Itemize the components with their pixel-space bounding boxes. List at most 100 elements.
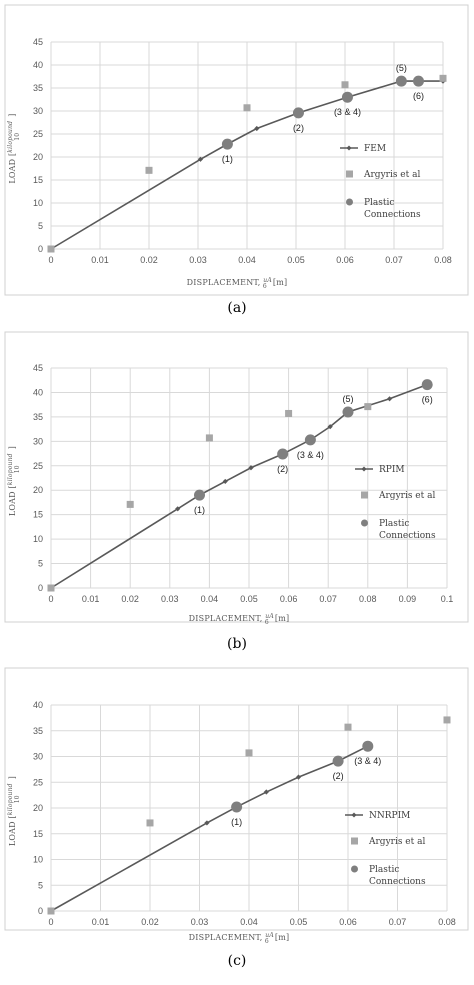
y-tick-label: 0 xyxy=(38,583,43,593)
data-point-circle xyxy=(277,448,289,460)
legend-diamond-swatch xyxy=(361,466,367,472)
tick-labels: 0 5 10 15 20 25 30 35 40 0 0.01 0.02 0.03 0.04 0.05 0.0… xyxy=(33,700,456,927)
x-tick-label: 0.01 xyxy=(82,594,100,604)
series-plastic-connections xyxy=(221,75,424,150)
data-point-square xyxy=(341,81,349,89)
point-label: (3 & 4) xyxy=(334,107,361,117)
figure-caption: (a) xyxy=(227,300,246,316)
series-argyris xyxy=(47,403,372,592)
x-tick-label: 0.02 xyxy=(121,594,139,604)
y-tick-label: 40 xyxy=(33,387,43,397)
data-point-square xyxy=(344,723,352,731)
point-label: (6) xyxy=(422,395,433,405)
legend-square-swatch xyxy=(361,491,368,499)
legend-label: Argyris et al xyxy=(378,491,435,501)
point-label: (3 & 4) xyxy=(354,756,381,766)
data-point-circle xyxy=(304,434,316,446)
x-tick-label: 0.09 xyxy=(399,594,417,604)
y-tick-label: 25 xyxy=(33,777,43,787)
data-point-circle xyxy=(341,91,353,103)
series-plastic-connections xyxy=(194,379,433,501)
y-tick-label: 20 xyxy=(33,485,43,495)
y-tick-label: 30 xyxy=(33,436,43,446)
x-tick-label: 0.02 xyxy=(141,917,159,927)
legend-label: Connections xyxy=(379,531,436,541)
data-point-square xyxy=(47,245,55,253)
point-annotations: (1) (2) (3 & 4) (5) (6) xyxy=(222,63,424,164)
legend-label: NNRPIM xyxy=(369,811,410,821)
x-axis-title: DISPLACEMENT, uA 6 [m] xyxy=(189,613,290,626)
point-annotations: (1) (2) (3 & 4) (5) (6) xyxy=(194,394,433,515)
chart-c: 0 5 10 15 20 25 30 35 40 0 0.01 0.02 0.03 0.04 0.05 0.0… xyxy=(4,667,469,969)
data-point-circle xyxy=(421,379,433,391)
data-point-circle xyxy=(362,740,374,752)
legend: RPIM Argyris et al Plastic Connections xyxy=(355,465,436,541)
x-tick-label: 0.1 xyxy=(441,594,454,604)
legend-square-swatch xyxy=(346,170,353,178)
point-label: (3 & 4) xyxy=(297,450,324,460)
y-tick-label: 10 xyxy=(33,855,43,865)
grid-lines xyxy=(50,704,448,912)
legend-circle-swatch xyxy=(361,519,368,527)
x-tick-label: 0.06 xyxy=(336,255,354,265)
x-tick-label: 0.02 xyxy=(140,255,158,265)
data-point-circle xyxy=(221,138,233,150)
y-tick-label: 45 xyxy=(33,363,43,373)
y-tick-label: 20 xyxy=(33,152,43,162)
legend-label: Argyris et al xyxy=(368,837,425,847)
legend: FEM Argyris et al Plastic Connections xyxy=(340,144,421,220)
figure-caption: (c) xyxy=(228,953,247,969)
legend-square-swatch xyxy=(351,837,358,845)
x-tick-label: 0.07 xyxy=(385,255,403,265)
x-tick-label: 0.07 xyxy=(389,917,407,927)
y-tick-label: 0 xyxy=(38,244,43,254)
tick-labels: 0 5 10 15 20 25 30 35 40 45 0 0.01 0.02 0.03 0.04 0.05 0… xyxy=(33,363,453,604)
x-tick-label: 0.08 xyxy=(359,594,377,604)
x-tick-label: 0 xyxy=(48,917,53,927)
legend-diamond-swatch xyxy=(351,812,357,818)
data-point-diamond xyxy=(248,465,254,471)
y-tick-label: 15 xyxy=(33,510,43,520)
y-axis-title: LOAD [kilopound10] xyxy=(7,776,21,846)
data-point-diamond xyxy=(254,125,260,132)
data-point-square xyxy=(126,500,134,508)
x-axis-title: DISPLACEMENT, uA 6 [m] xyxy=(189,932,290,945)
point-label: (1) xyxy=(231,817,242,827)
legend-label: RPIM xyxy=(379,465,405,475)
x-tick-label: 0.07 xyxy=(319,594,337,604)
y-tick-label: 15 xyxy=(33,829,43,839)
y-tick-label: 25 xyxy=(33,461,43,471)
data-point-diamond xyxy=(175,506,181,512)
legend-label: Argyris et al xyxy=(363,170,420,180)
chart-frame xyxy=(4,4,469,296)
data-point-square xyxy=(47,907,55,915)
figure-caption: (b) xyxy=(227,636,247,652)
point-label: (1) xyxy=(222,154,233,164)
y-axis-title: LOAD [kilopound10] xyxy=(7,113,21,183)
legend-label: Connections xyxy=(369,877,426,887)
x-tick-label: 0.03 xyxy=(189,255,207,265)
legend-label: Plastic xyxy=(379,519,409,529)
data-point-square xyxy=(285,409,293,417)
point-label: (1) xyxy=(194,505,205,515)
x-axis-title: DISPLACEMENT, uA 6 [m] xyxy=(187,277,288,290)
data-point-circle xyxy=(332,755,344,767)
data-point-circle xyxy=(342,406,354,418)
data-point-square xyxy=(439,74,447,82)
data-point-square xyxy=(364,403,372,411)
tick-labels: 0 5 10 15 20 25 30 35 40 45 0 0.01 0.02 0.03 0.04 0.05 0… xyxy=(33,37,452,265)
y-tick-label: 5 xyxy=(38,221,43,231)
y-tick-label: 10 xyxy=(33,198,43,208)
data-point-square xyxy=(243,104,251,112)
data-point-square xyxy=(443,716,451,724)
chart-b: 0 5 10 15 20 25 30 35 40 45 0 0.01 0.02 0.03 0.04 0.05 0… xyxy=(4,331,469,652)
legend-diamond-swatch xyxy=(346,145,352,151)
data-point-square xyxy=(47,584,55,592)
y-tick-label: 10 xyxy=(33,534,43,544)
point-label: (5) xyxy=(343,394,354,404)
x-tick-label: 0.06 xyxy=(339,917,357,927)
y-tick-label: 5 xyxy=(38,880,43,890)
chart-a: 0 5 10 15 20 25 30 35 40 45 0 0.01 0.02 0.03 0.04 0.05 0… xyxy=(4,4,469,316)
data-point-square xyxy=(245,749,253,757)
grid-lines xyxy=(50,367,448,589)
